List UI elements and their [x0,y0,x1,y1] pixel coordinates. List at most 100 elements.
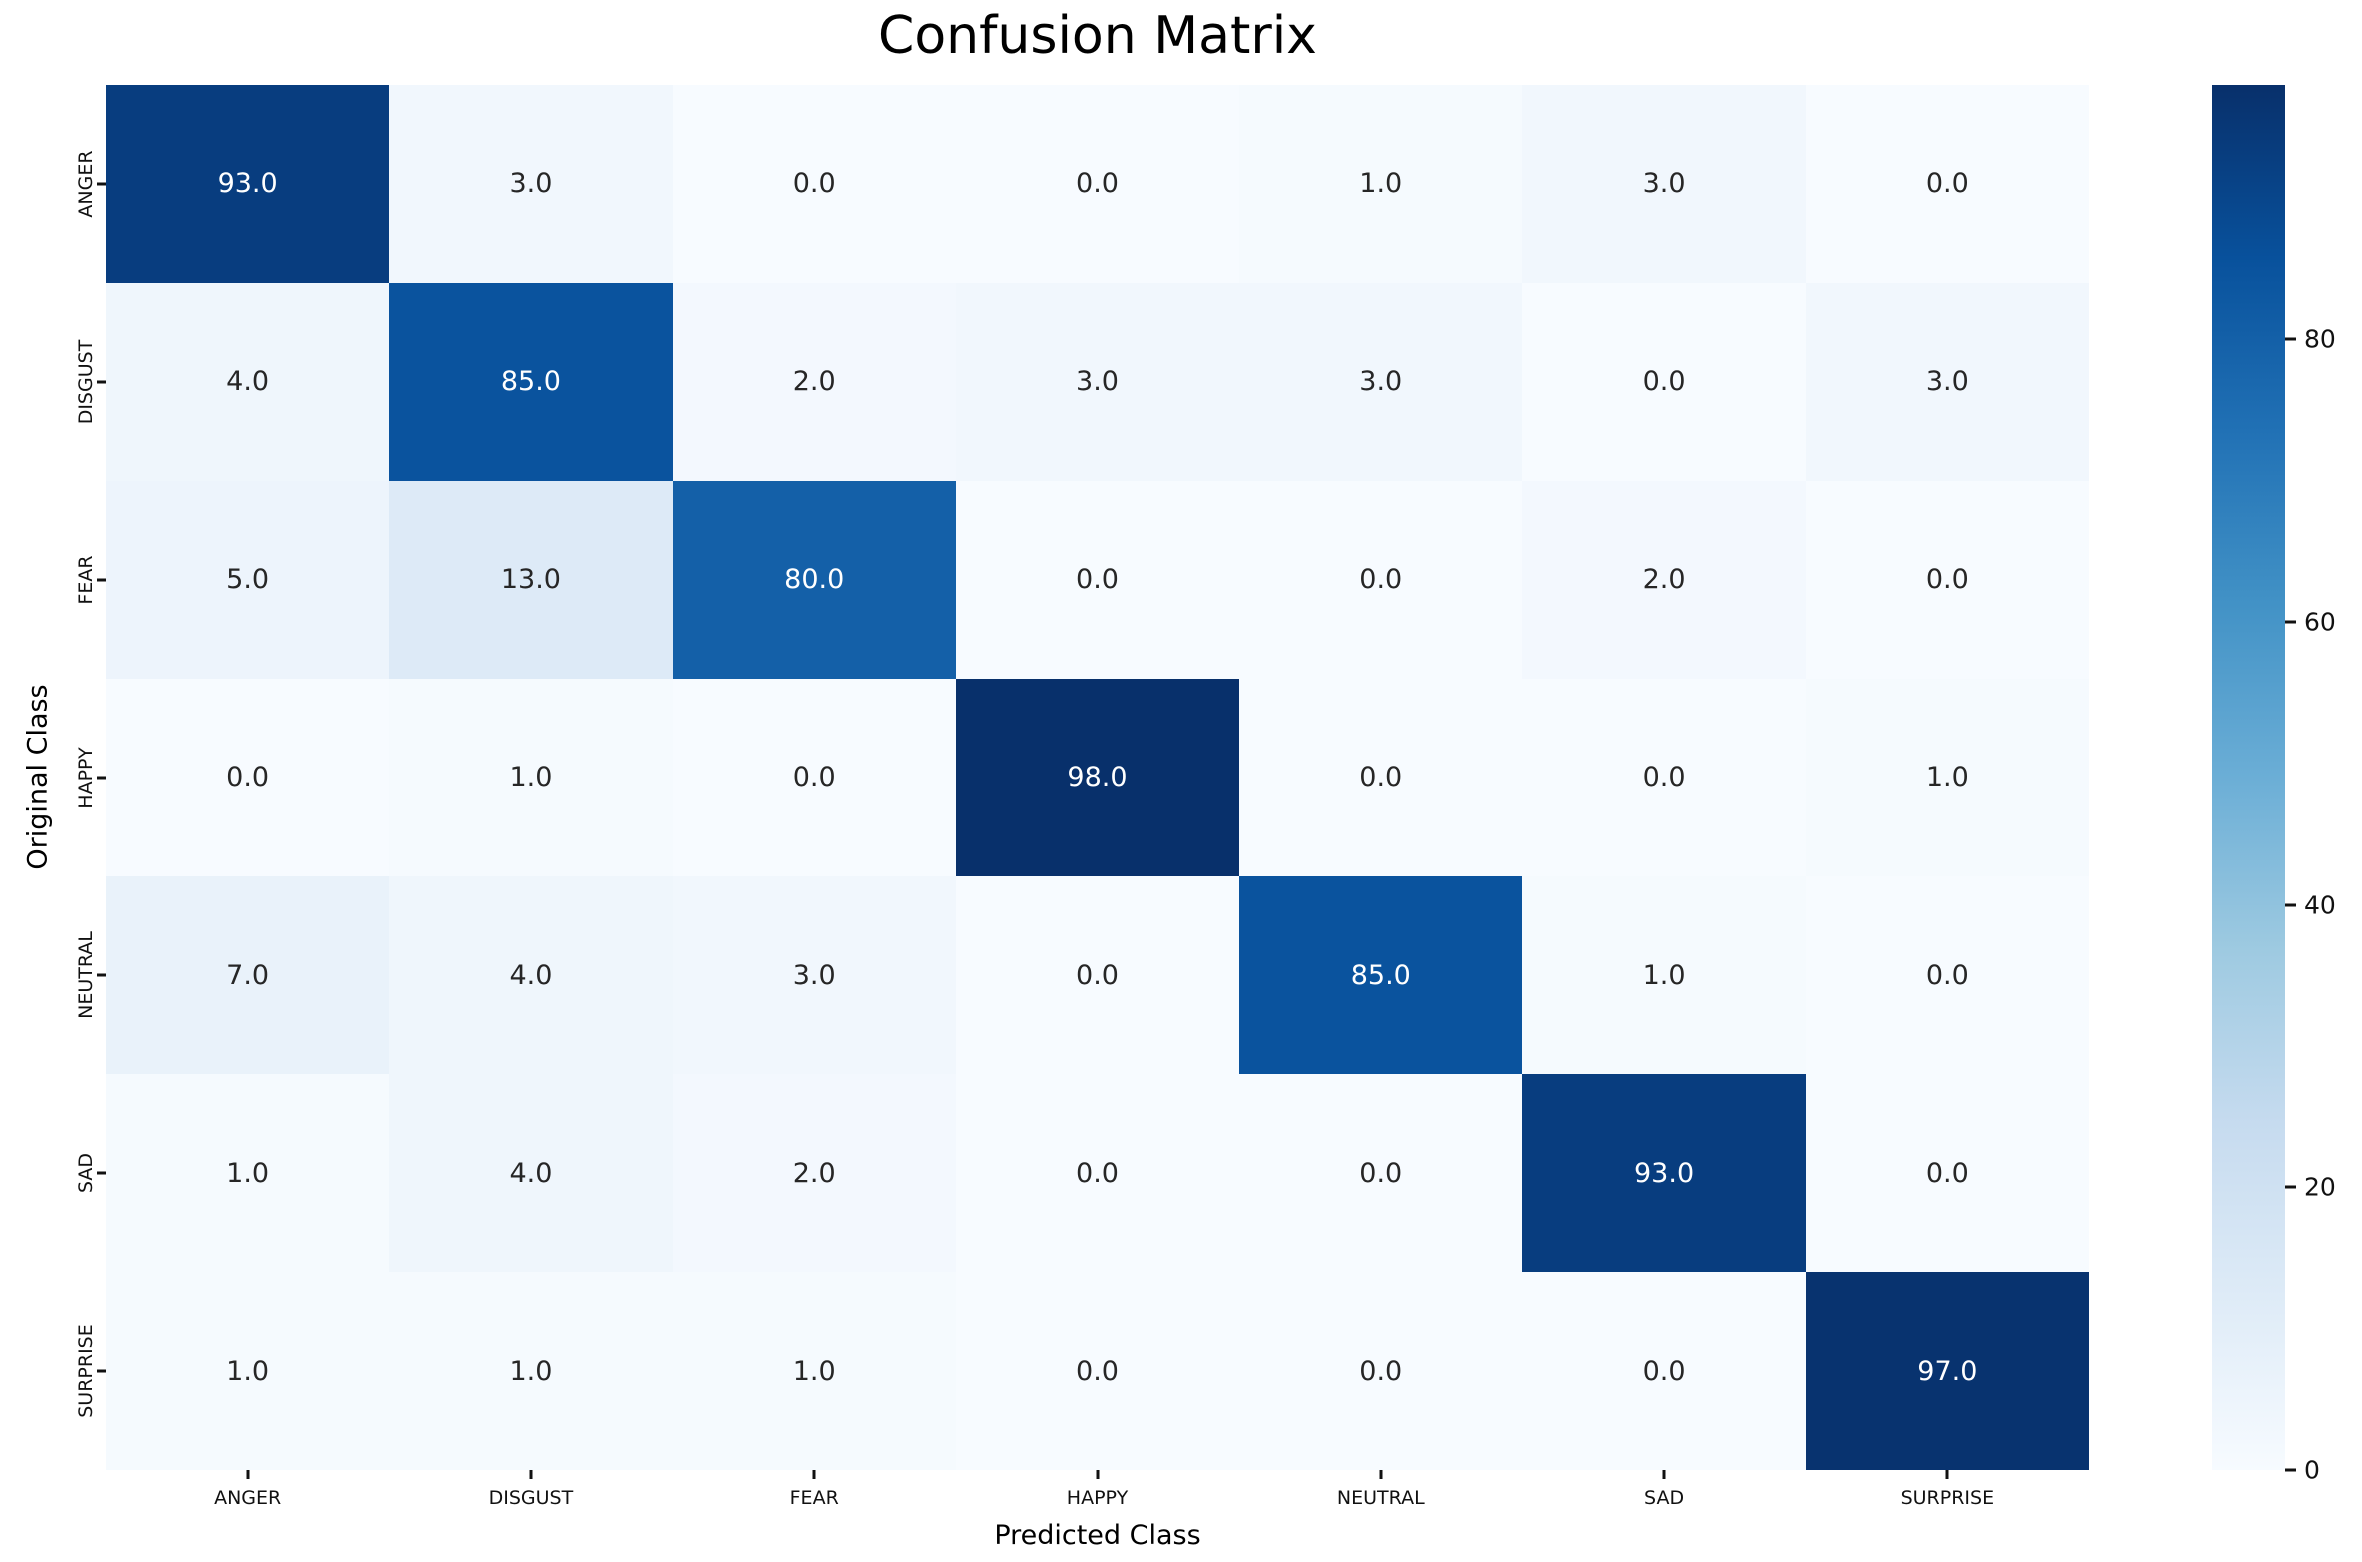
heatmap-cell: 1.0 [1805,678,2089,877]
heatmap-cell-value: 1.0 [226,1157,270,1189]
heatmap-cell-value: 85.0 [500,366,561,398]
heatmap-cell: 2.0 [1522,480,1806,679]
colorbar-tick-label: 80 [2304,324,2336,354]
heatmap-cell-value: 3.0 [792,959,836,991]
heatmap-cell: 3.0 [672,876,956,1075]
heatmap-cell: 97.0 [1805,1272,2089,1470]
heatmap-cell-value: 0.0 [1076,564,1119,596]
x-tick-label: SURPRISE [1900,1487,1995,1509]
heatmap-cell: 0.0 [955,876,1240,1075]
y-tick-mark [97,380,106,384]
heatmap-grid: 93.0 3.0 0.0 0.0 1.0 3.0 0.0 4.0 85.0 2.0 3.0 3.0 0.… [106,85,2089,1470]
heatmap-cell-value: 1.0 [792,1355,836,1387]
heatmap-cell: 0.0 [1522,282,1806,481]
heatmap-cell: 3.0 [1522,85,1806,283]
heatmap-cell-value: 13.0 [500,564,561,596]
heatmap-cell: 0.0 [106,678,390,877]
heatmap-cell-value: 0.0 [1076,168,1119,200]
colorbar-tick-mark [2285,337,2296,341]
heatmap-cell: 0.0 [1239,678,1523,877]
heatmap-cell: 5.0 [106,480,390,679]
x-tick-label: SAD [1644,1487,1685,1509]
x-tick-label: HAPPY [1066,1487,1129,1509]
heatmap-cell-value: 2.0 [792,1157,836,1189]
heatmap-cell: 0.0 [955,1272,1240,1470]
heatmap-cell-value: 97.0 [1917,1355,1978,1387]
x-tick-label: FEAR [789,1487,839,1509]
heatmap-cell-value: 3.0 [1642,168,1686,200]
colorbar-tick-label: 60 [2304,607,2336,637]
colorbar-tick-label: 20 [2304,1172,2336,1202]
x-tick-mark [1945,1470,1949,1479]
x-axis-label: Predicted Class [994,1520,1201,1551]
heatmap-cell: 3.0 [1239,282,1523,481]
heatmap-cell: 2.0 [672,1074,956,1273]
x-tick-mark [1096,1470,1099,1479]
y-tick-label: DISGUST [75,339,97,425]
colorbar-tick-mark [2285,620,2296,624]
heatmap-cell-value: 0.0 [792,168,836,200]
heatmap-cell: 93.0 [1522,1074,1806,1273]
heatmap-cell: 0.0 [1522,1272,1806,1470]
heatmap-cell-value: 0.0 [1925,959,1969,991]
heatmap-cell-value: 0.0 [1925,564,1969,596]
x-tick-mark [812,1470,816,1479]
heatmap-cell-value: 3.0 [1359,366,1403,398]
heatmap-cell-value: 0.0 [1359,1157,1403,1189]
heatmap-cell: 0.0 [955,480,1240,679]
x-tick-label: ANGER [214,1487,282,1509]
heatmap-cell: 98.0 [955,678,1240,877]
x-tick-label: NEUTRAL [1336,1487,1425,1509]
heatmap-cell-value: 1.0 [1642,959,1686,991]
heatmap-cell-value: 2.0 [1642,564,1686,596]
heatmap-cell-value: 1.0 [509,1355,553,1387]
heatmap-cell-value: 1.0 [509,761,553,793]
heatmap-cell: 3.0 [955,282,1240,481]
heatmap-cell-value: 0.0 [1642,761,1686,793]
heatmap-cell: 1.0 [106,1272,390,1470]
heatmap-cell: 4.0 [389,876,673,1075]
heatmap-cell: 1.0 [1239,85,1523,283]
heatmap-cell: 1.0 [389,1272,673,1470]
heatmap-cell-value: 5.0 [226,564,270,596]
colorbar-tick-label: 0 [2304,1455,2320,1485]
heatmap-cell-value: 93.0 [217,168,278,200]
heatmap-cell-value: 1.0 [1359,168,1403,200]
heatmap-cell: 85.0 [1239,876,1523,1075]
heatmap-cell-value: 0.0 [1925,1157,1969,1189]
heatmap-cell: 2.0 [672,282,956,481]
heatmap-cell: 0.0 [1239,1272,1523,1470]
heatmap-cell: 0.0 [1805,480,2089,679]
y-tick-label: ANGER [75,150,97,218]
y-tick-mark [97,1171,106,1175]
heatmap-cell: 0.0 [955,1074,1240,1273]
heatmap-cell-value: 2.0 [792,366,836,398]
heatmap-cell: 85.0 [389,282,673,481]
heatmap-cell-value: 0.0 [1359,564,1403,596]
heatmap-cell: 1.0 [1522,876,1806,1075]
heatmap-cell-value: 1.0 [226,1355,270,1387]
heatmap-cell: 93.0 [106,85,390,283]
heatmap-cell-value: 0.0 [226,761,270,793]
heatmap-cell: 1.0 [389,678,673,877]
heatmap-cell-value: 3.0 [1076,366,1119,398]
heatmap-cell: 80.0 [672,480,956,679]
heatmap-cell-value: 4.0 [509,959,553,991]
colorbar-tick-mark [2285,1185,2296,1189]
heatmap-cell-value: 1.0 [1925,761,1969,793]
colorbar-tick-mark [2285,903,2296,907]
heatmap-cell: 0.0 [955,85,1240,283]
y-tick-mark [97,1369,106,1373]
heatmap-cell-value: 0.0 [1359,1355,1403,1387]
heatmap-cell-value: 0.0 [1925,168,1969,200]
heatmap-cell: 4.0 [106,282,390,481]
heatmap-cell: 0.0 [672,85,956,283]
heatmap-cell-value: 0.0 [1642,366,1686,398]
heatmap-cell-value: 85.0 [1350,959,1411,991]
heatmap-cell-value: 0.0 [1642,1355,1686,1387]
heatmap-cell-value: 0.0 [1076,1157,1119,1189]
heatmap-cell-value: 4.0 [509,1157,553,1189]
heatmap-cell: 4.0 [389,1074,673,1273]
heatmap-cell: 3.0 [389,85,673,283]
